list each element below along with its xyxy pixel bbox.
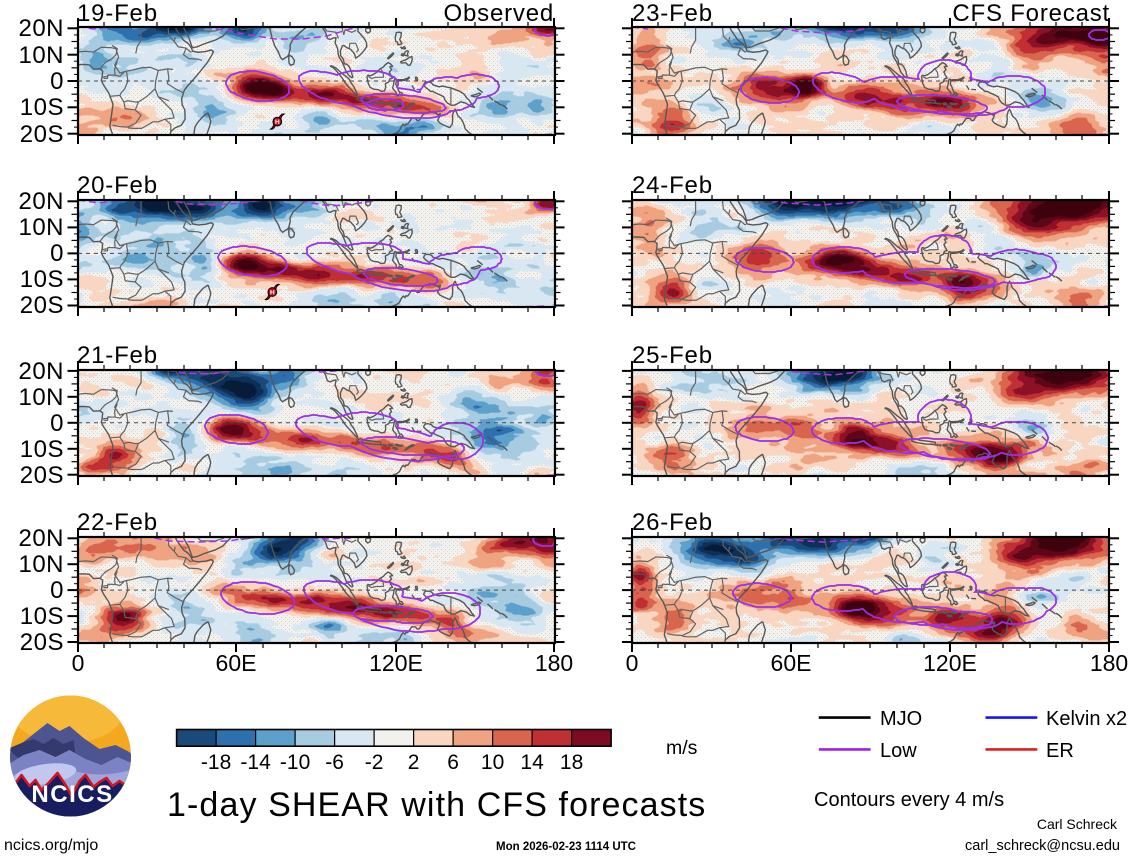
- svg-text:-10: -10: [280, 751, 310, 774]
- svg-text:0: 0: [50, 68, 64, 95]
- svg-text:1-day SHEAR with CFS forecasts: 1-day SHEAR with CFS forecasts: [167, 786, 706, 824]
- svg-text:ncics.org/mjo: ncics.org/mjo: [4, 837, 98, 854]
- svg-text:180: 180: [535, 650, 573, 676]
- svg-text:-2: -2: [365, 751, 384, 774]
- svg-text:10N: 10N: [18, 214, 64, 241]
- svg-text:18: 18: [560, 751, 583, 774]
- svg-text:0: 0: [50, 410, 64, 437]
- svg-text:carl_schreck@ncsu.edu: carl_schreck@ncsu.edu: [965, 838, 1120, 854]
- svg-text:180: 180: [1090, 650, 1128, 676]
- svg-text:ER: ER: [1046, 740, 1074, 762]
- svg-text:2: 2: [408, 751, 420, 774]
- svg-text:20N: 20N: [18, 188, 64, 215]
- svg-text:Mon 2026-02-23 1114 UTC: Mon 2026-02-23 1114 UTC: [496, 841, 636, 853]
- svg-text:-14: -14: [240, 751, 271, 774]
- svg-text:120E: 120E: [923, 650, 977, 676]
- svg-text:20S: 20S: [20, 292, 64, 319]
- svg-text:20S: 20S: [20, 462, 64, 489]
- svg-text:Kelvin x2: Kelvin x2: [1046, 708, 1127, 730]
- svg-text:Carl Schreck: Carl Schreck: [1037, 816, 1118, 832]
- svg-text:10N: 10N: [18, 384, 64, 411]
- svg-text:-6: -6: [325, 751, 344, 774]
- svg-text:10N: 10N: [18, 551, 64, 578]
- svg-text:-18: -18: [201, 751, 231, 774]
- svg-text:60E: 60E: [771, 650, 812, 676]
- svg-text:20N: 20N: [18, 525, 64, 552]
- svg-text:20S: 20S: [20, 629, 64, 656]
- svg-text:0: 0: [72, 650, 85, 676]
- svg-text:10S: 10S: [20, 436, 64, 463]
- svg-text:20N: 20N: [18, 358, 64, 385]
- svg-text:Low: Low: [880, 740, 917, 762]
- svg-text:60E: 60E: [216, 650, 257, 676]
- svg-text:14: 14: [520, 751, 544, 774]
- svg-text:6: 6: [447, 751, 459, 774]
- svg-text:10S: 10S: [20, 94, 64, 121]
- svg-text:0: 0: [50, 577, 64, 604]
- svg-text:20N: 20N: [18, 15, 64, 42]
- svg-text:NCICS: NCICS: [31, 781, 113, 808]
- svg-text:10S: 10S: [20, 603, 64, 630]
- svg-text:20S: 20S: [20, 121, 64, 148]
- svg-text:10S: 10S: [20, 266, 64, 293]
- svg-text:H: H: [270, 290, 275, 297]
- svg-text:Contours every 4 m/s: Contours every 4 m/s: [814, 789, 1004, 811]
- svg-text:0: 0: [50, 240, 64, 267]
- svg-text:H: H: [275, 119, 280, 126]
- svg-text:MJO: MJO: [880, 708, 922, 730]
- svg-text:0: 0: [626, 650, 639, 676]
- svg-text:10N: 10N: [18, 42, 64, 69]
- svg-text:120E: 120E: [369, 650, 423, 676]
- svg-text:10: 10: [481, 751, 504, 774]
- svg-text:m/s: m/s: [666, 737, 698, 759]
